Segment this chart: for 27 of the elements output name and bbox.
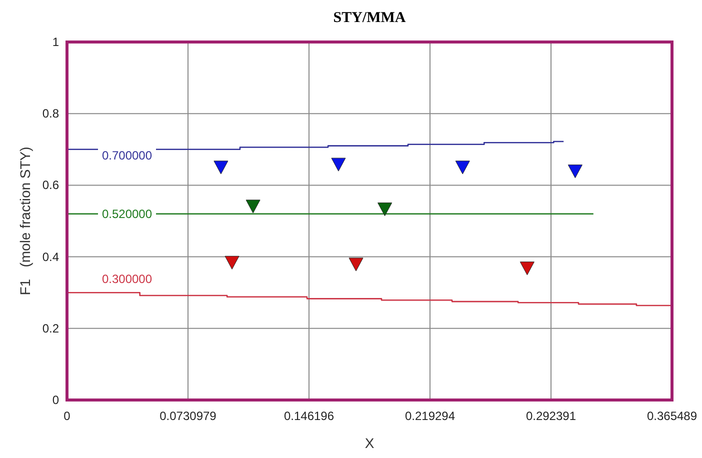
- point: [246, 200, 260, 214]
- point: [348, 258, 364, 272]
- point: [331, 158, 346, 172]
- x-tick-label: 0.0730979: [160, 409, 217, 423]
- y-tick-label: 0.8: [42, 106, 60, 121]
- point: [520, 262, 534, 276]
- y-tick-label: 0.4: [42, 250, 60, 264]
- x-axis-title: X: [364, 435, 375, 451]
- x-tick-label: 0: [64, 409, 71, 423]
- annotation: 0.520000: [102, 207, 152, 222]
- y-tick-label: 0.6: [42, 178, 60, 192]
- y-tick-label: 1: [52, 35, 60, 49]
- x-tick-label: 0.365489: [646, 409, 698, 423]
- x-tick-label: 0.292391: [526, 409, 576, 423]
- annotation: 0.300000: [102, 272, 152, 286]
- point: [568, 164, 582, 178]
- point: [214, 160, 228, 174]
- point: [455, 160, 470, 174]
- annotation: 0.700000: [102, 148, 152, 163]
- x-tick-label: 0.146196: [284, 409, 334, 423]
- y-tick-label: 0.2: [42, 321, 60, 336]
- y-axis-title: F1 (mole fraction STY): [17, 146, 33, 296]
- chart-title: STY/MMA: [333, 10, 406, 26]
- point: [224, 256, 240, 270]
- point: [378, 202, 392, 216]
- x-tick-label: 0.219294: [404, 409, 456, 423]
- y-tick-label: 0: [52, 393, 60, 407]
